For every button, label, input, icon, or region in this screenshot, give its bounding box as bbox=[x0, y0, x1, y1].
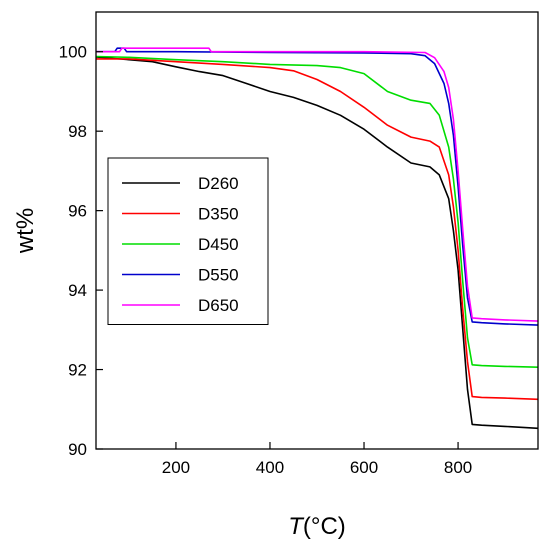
x-axis-label-symbol: T bbox=[288, 513, 305, 540]
legend-label-d260: D260 bbox=[198, 174, 239, 193]
legend: D260 D350 D450 D550 D650 bbox=[107, 157, 269, 325]
series-line-d350 bbox=[96, 58, 539, 401]
x-tick-label: 800 bbox=[444, 458, 472, 477]
y-tick-label: 96 bbox=[68, 202, 87, 221]
y-tick-label: 98 bbox=[68, 122, 87, 141]
legend-label-d650: D650 bbox=[198, 296, 239, 315]
series-line-d650 bbox=[96, 47, 539, 322]
legend-box bbox=[107, 157, 269, 325]
series-line-d550 bbox=[96, 47, 539, 326]
y-tick-label: 92 bbox=[68, 361, 87, 380]
x-tick-label: 400 bbox=[256, 458, 284, 477]
axis-ticks: 200 400 600 800 90 92 94 96 98 100 bbox=[59, 43, 473, 477]
y-tick-label: 90 bbox=[68, 440, 87, 459]
x-axis-label: T(°C) bbox=[288, 513, 346, 540]
legend-label-d550: D550 bbox=[198, 266, 239, 285]
y-axis-label: wt% bbox=[12, 208, 39, 254]
legend-label-d350: D350 bbox=[198, 205, 239, 224]
series-line-d450 bbox=[95, 55, 539, 368]
plot-frame bbox=[95, 11, 539, 450]
x-axis-label-unit: (°C) bbox=[303, 513, 346, 540]
x-tick-label: 600 bbox=[350, 458, 378, 477]
series-line-d260 bbox=[95, 56, 539, 430]
x-tick-label: 200 bbox=[162, 458, 190, 477]
y-tick-label: 100 bbox=[59, 43, 87, 62]
plot-lines bbox=[95, 47, 539, 430]
y-tick-label: 94 bbox=[68, 281, 87, 300]
legend-label-d450: D450 bbox=[198, 235, 239, 254]
